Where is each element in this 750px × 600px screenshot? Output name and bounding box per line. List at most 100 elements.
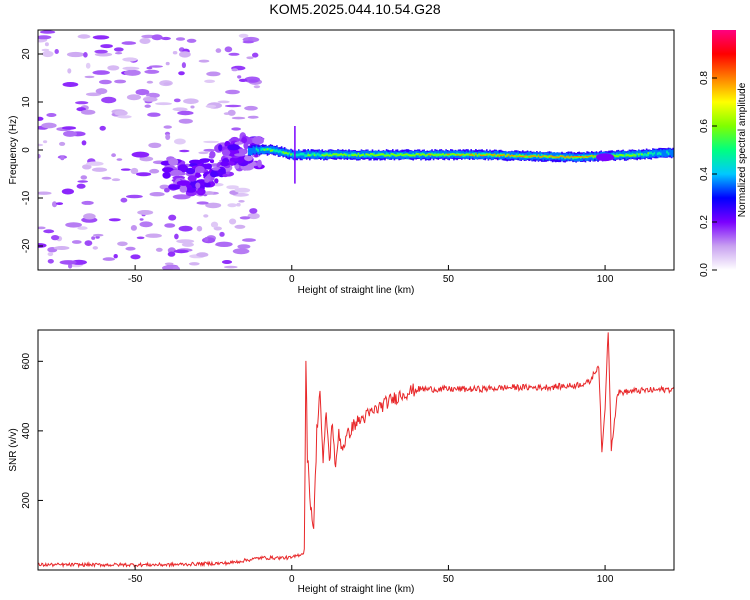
spectrogram-speckle [77,180,88,183]
spectrogram-speckle [190,105,195,109]
spectrogram-speckle [139,218,144,221]
colorbar-label: Normalized spectral amplitude [737,82,748,217]
spectrogram-speckle [66,51,85,58]
spectrogram-cluster [210,171,218,178]
snr-x-ticks: -50 0 50 100 [128,565,614,585]
spectrogram-speckle [163,82,172,86]
snr-y-ticks: 200 400 600 [21,353,43,509]
spectrogram-cluster [195,172,201,179]
colorbar-tick-label: 0.4 [699,167,710,181]
spectrogram-speckle [38,143,44,147]
spectrogram-speckle [111,153,116,158]
spectrogram-speckle [188,262,200,266]
spectrogram-speckle [149,65,163,68]
spectrogram-speckle [203,140,220,144]
spectrogram-ridge-band [418,153,613,159]
spectrogram-speckle [38,226,46,230]
spectrogram-speckle [167,251,176,257]
spectrogram-speckle [43,229,55,234]
spectrogram-cluster [252,136,264,145]
figure-title: KOM5.2025.044.10.54.G28 [269,1,441,17]
spectrogram-speckle [80,175,88,180]
spectrogram-speckle [95,235,100,239]
spectrogram-cluster [164,187,170,193]
spectrogram-speckle [139,221,153,228]
spectrogram-speckle [59,260,77,265]
spectrogram-speckle [82,164,92,170]
spectrogram-x-ticks: -50 0 50 100 [128,265,614,285]
spectrogram-speckle [83,213,96,220]
spectrogram-speckle [43,140,48,144]
spectrogram-speckle [181,242,194,247]
spectrogram-speckle [172,107,188,112]
spectrogram-speckle [174,138,186,145]
spectrogram-cluster [221,149,231,156]
spectrogram-speckle [155,102,172,106]
spectrogram-speckle [83,52,88,58]
x-tick-label: -50 [128,274,143,285]
spectrogram-cluster [209,151,216,158]
spectrogram-speckle [68,263,73,269]
spectrogram-speckle [178,71,185,76]
spectrogram-cluster [234,141,244,145]
spectrogram-speckle [52,201,57,208]
spectrogram-speckle [226,185,239,190]
y-tick-label: 10 [21,96,32,108]
spectrogram-speckle [238,200,245,203]
spectrogram-cluster [179,185,188,193]
x-tick-label: 50 [443,574,455,585]
spectrogram-cluster [218,144,223,152]
spectrogram-speckle [116,158,123,161]
spectrogram-speckle [100,44,113,49]
spectrogram-cluster [185,167,196,175]
spectrogram-speckle [179,149,190,153]
spectrogram-speckle [172,266,180,270]
spectrogram-speckle [91,236,96,240]
y-tick-label: 200 [21,492,32,509]
spectrogram-speckle [221,260,233,264]
spectrogram-speckle [253,85,261,89]
spectrogram-speckle [231,127,242,131]
spectrogram-speckle [47,259,54,264]
spectrogram-speckle [101,176,112,180]
spectrogram-speckle [108,218,121,222]
spectrogram-speckle [94,49,108,54]
spectrogram-speckle [248,79,258,83]
colorbar: 0.0 0.2 0.4 0.6 0.8 Normalized spectral ampl… [699,30,748,277]
spectrogram-cluster [204,182,211,188]
spectrogram-speckle [114,110,128,116]
spectrogram-speckle [65,222,82,228]
spectrogram-speckle [107,65,120,71]
spectrogram-speckle [55,202,64,206]
spectrogram-speckle [60,155,65,161]
spectrogram-speckle [44,42,49,47]
spectrogram-cells [38,30,674,270]
spectrogram-speckle [176,239,195,244]
spectrogram-speckle [142,97,158,102]
spectrogram-speckle [81,109,96,115]
spectrogram-speckle [146,80,154,84]
spectrogram-panel: -50 0 50 100 -20 -10 0 10 20 Height of straight… [8,29,675,296]
spectrogram-cluster [229,157,239,162]
spectrogram-speckle [51,235,60,241]
spectrogram-speckle [202,237,216,244]
spectrogram-speckle [61,126,77,130]
spectrogram-speckle [242,40,255,44]
spectrogram-speckle [215,241,233,247]
spectrogram-speckle [41,122,57,129]
spectrogram-speckle [175,37,186,41]
spectrogram-speckle [40,30,56,34]
spectrogram-speckle [231,116,246,120]
spectrogram-speckle [183,98,199,104]
spectrogram-speckle [135,89,150,96]
spectrogram-speckle [164,262,174,266]
spectrogram-speckle [213,226,222,231]
spectrogram-speckle [219,231,225,237]
spectrogram-cluster [187,175,197,182]
spectrogram-speckle [75,101,89,105]
spectrogram-speckle [148,142,162,148]
spectrogram-speckle [115,52,123,55]
spectrogram-cluster [214,178,219,184]
spectrogram-speckle [204,237,209,242]
spectrogram-speckle [198,59,210,63]
